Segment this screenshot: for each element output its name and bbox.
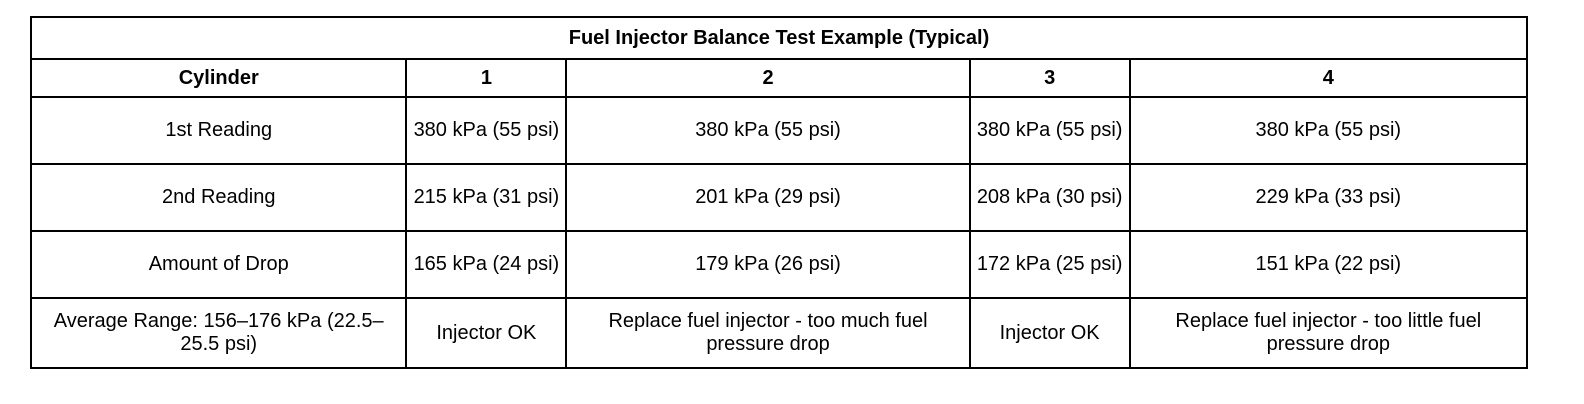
table-cell: 151 kPa (22 psi) bbox=[1128, 230, 1529, 299]
table-cell: 380 kPa (55 psi) bbox=[968, 96, 1131, 165]
row-label: 2nd Reading bbox=[29, 163, 408, 232]
header-cell: 4 bbox=[1128, 58, 1529, 98]
table-body: 1st Reading 380 kPa (55 psi) 380 kPa (55 p… bbox=[29, 96, 1529, 369]
table-cell: 201 kPa (29 psi) bbox=[565, 163, 971, 232]
table-cell: Replace fuel injector - too little fuel … bbox=[1128, 297, 1529, 369]
table-cell: Replace fuel injector - too much fuel pr… bbox=[565, 297, 971, 369]
table-cell: 380 kPa (55 psi) bbox=[1128, 96, 1529, 165]
table-cell: 215 kPa (31 psi) bbox=[405, 163, 568, 232]
row-label: Average Range: 156–176 kPa (22.5–25.5 ps… bbox=[29, 297, 408, 369]
title-row: Fuel Injector Balance Test Example (Typi… bbox=[30, 16, 1528, 60]
table-cell: 380 kPa (55 psi) bbox=[565, 96, 971, 165]
table-cell: 380 kPa (55 psi) bbox=[405, 96, 568, 165]
balance-table: Fuel Injector Balance Test Example (Typi… bbox=[29, 16, 1529, 369]
header-cell: 3 bbox=[968, 58, 1131, 98]
table-cell: 172 kPa (25 psi) bbox=[968, 230, 1131, 299]
table-cell: 179 kPa (26 psi) bbox=[565, 230, 971, 299]
table-cell: 165 kPa (24 psi) bbox=[405, 230, 568, 299]
header-cell: 1 bbox=[405, 58, 568, 98]
table-cell: 229 kPa (33 psi) bbox=[1128, 163, 1529, 232]
header-cell: Cylinder bbox=[29, 58, 408, 98]
row-label: 1st Reading bbox=[29, 96, 408, 165]
table-row: Amount of Drop 165 kPa (24 psi) 179 kPa (2… bbox=[29, 230, 1529, 299]
header-cell: 2 bbox=[565, 58, 971, 98]
table-cell: 208 kPa (30 psi) bbox=[968, 163, 1131, 232]
header-row: Cylinder 1 2 3 4 bbox=[29, 58, 1529, 98]
table-title: Fuel Injector Balance Test Example (Typi… bbox=[30, 16, 1528, 60]
table-row: 2nd Reading 215 kPa (31 psi) 201 kPa (29 p… bbox=[29, 163, 1529, 232]
table-row: Average Range: 156–176 kPa (22.5–25.5 ps… bbox=[29, 297, 1529, 369]
row-label: Amount of Drop bbox=[29, 230, 408, 299]
table-cell: Injector OK bbox=[405, 297, 568, 369]
table-row: 1st Reading 380 kPa (55 psi) 380 kPa (55 p… bbox=[29, 96, 1529, 165]
table-cell: Injector OK bbox=[968, 297, 1131, 369]
